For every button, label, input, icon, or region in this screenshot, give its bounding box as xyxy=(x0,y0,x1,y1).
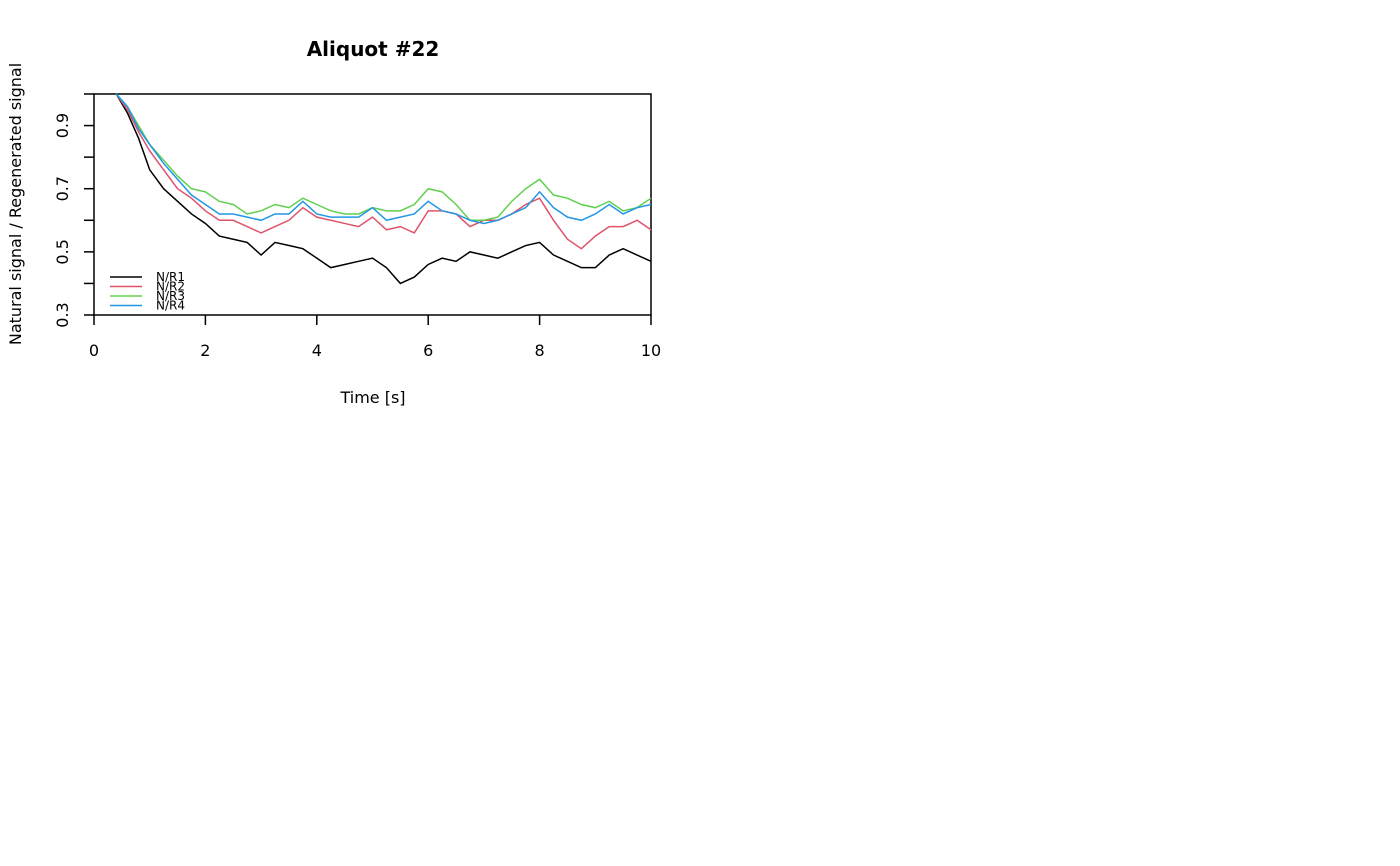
data-line xyxy=(115,93,652,222)
legend-label: N/R1 xyxy=(156,270,185,284)
legend-label: N/R3 xyxy=(156,289,185,303)
x-tick-label: 0 xyxy=(89,341,99,360)
data-line xyxy=(115,93,652,225)
y-axis-label: Natural signal / Regenerated signal xyxy=(6,63,25,345)
y-tick-label: 0.9 xyxy=(53,113,72,138)
x-tick-label: 2 xyxy=(200,341,210,360)
legend-label: N/R4 xyxy=(156,299,185,313)
x-tick-label: 8 xyxy=(535,341,545,360)
x-tick-label: 6 xyxy=(423,341,433,360)
data-line xyxy=(115,93,652,285)
y-tick-label: 0.3 xyxy=(53,302,72,327)
chart-title: Aliquot #22 xyxy=(307,37,440,61)
y-tick-label: 0.7 xyxy=(53,176,72,201)
x-tick-label: 4 xyxy=(312,341,322,360)
x-axis-label: Time [s] xyxy=(339,388,405,407)
x-tick-label: 10 xyxy=(641,341,661,360)
legend-label: N/R2 xyxy=(156,280,185,294)
data-line xyxy=(115,93,652,250)
y-tick-label: 0.5 xyxy=(53,239,72,264)
